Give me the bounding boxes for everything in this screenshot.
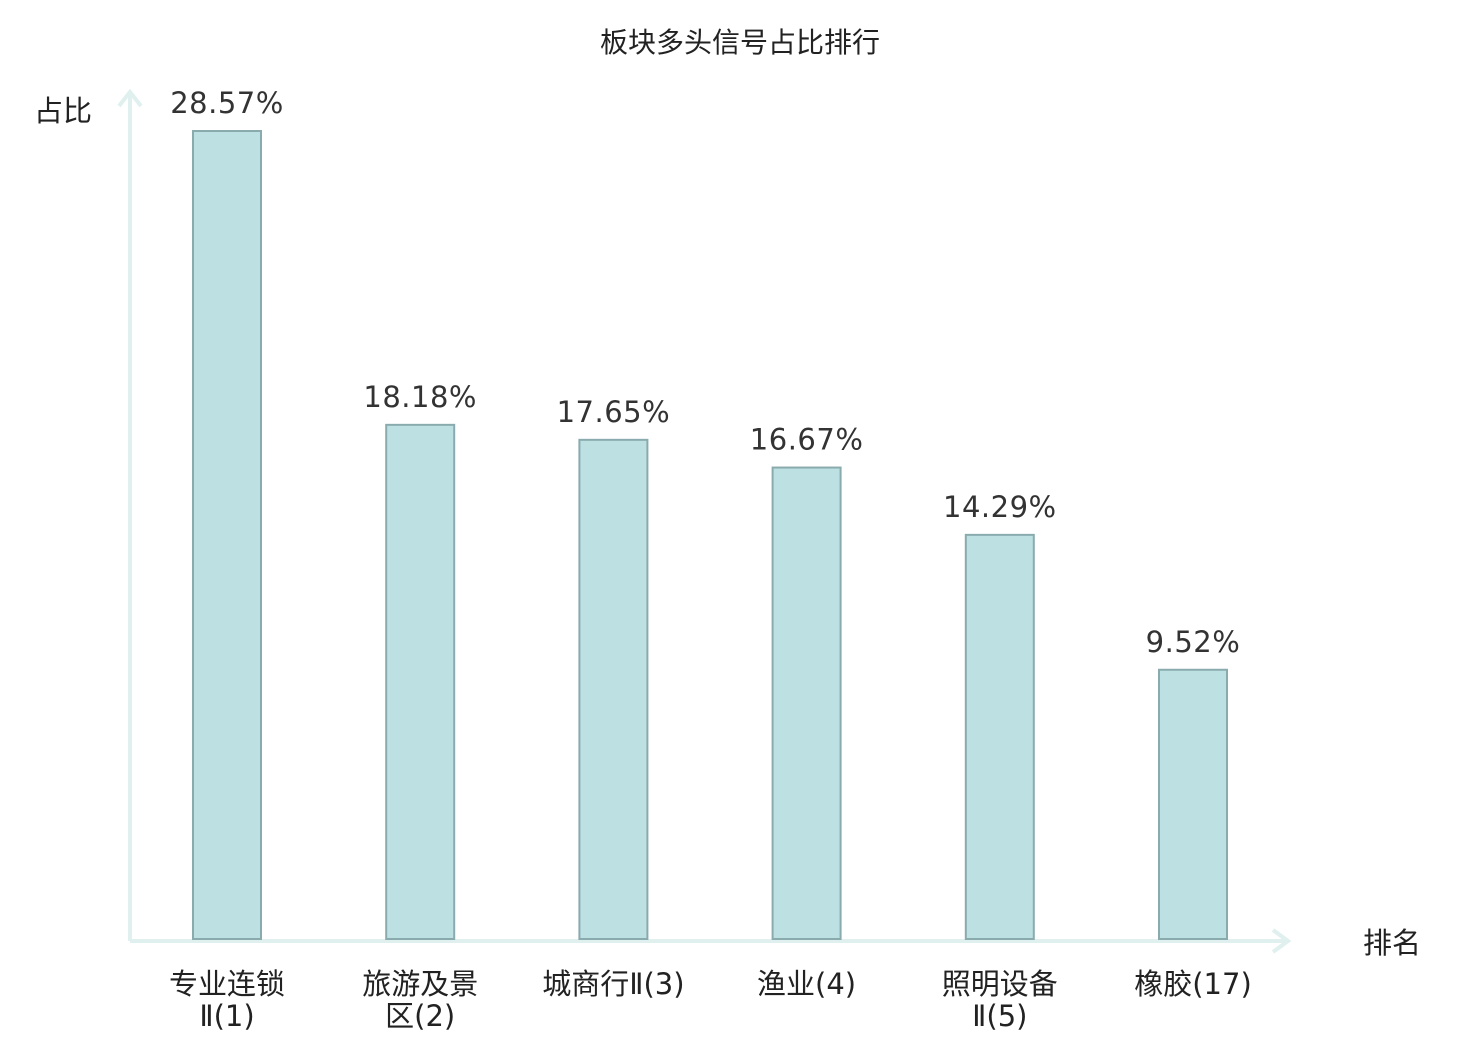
- value-label-3: 17.65%: [557, 395, 671, 429]
- category-label-6-line-1: 橡胶(17): [1134, 967, 1252, 1001]
- category-label-1: 专业连锁 Ⅱ(1): [169, 967, 285, 1033]
- x-axis-label: 排名: [1363, 926, 1421, 960]
- category-label-2-line-2: 区(2): [385, 999, 455, 1033]
- category-label-2: 旅游及景区(2): [362, 967, 478, 1033]
- category-label-5-line-2: Ⅱ(5): [972, 999, 1027, 1033]
- axes: [117, 88, 1292, 954]
- category-label-1-line-1: 专业连锁: [169, 967, 285, 1001]
- category-label-6: 橡胶(17): [1134, 967, 1252, 1001]
- bar-2: [385, 423, 456, 941]
- value-labels-group: 28.57% 18.18% 17.65% 16.67% 14.29% 9.52%: [170, 86, 1240, 659]
- value-label-6: 9.52%: [1146, 625, 1241, 659]
- category-label-4-line-1: 渔业(4): [757, 967, 856, 1001]
- category-label-1-line-2: Ⅱ(1): [199, 999, 254, 1033]
- bar-1: [192, 130, 262, 940]
- y-axis-label: 占比: [34, 94, 92, 128]
- category-label-3: 城商行Ⅱ(3): [542, 967, 684, 1001]
- value-label-2: 18.18%: [363, 380, 477, 414]
- bars-group: [192, 130, 1228, 941]
- bar-3: [578, 438, 649, 940]
- category-label-5-line-1: 照明设备: [942, 967, 1058, 1001]
- chart-title: 板块多头信号占比排行: [600, 26, 880, 59]
- category-labels-group: 专业连锁 Ⅱ(1) 旅游及景区(2) 城商行Ⅱ(3) 渔业(4) 照明设备 Ⅱ(5) 橡胶(1…: [169, 967, 1252, 1033]
- bar-4: [771, 466, 842, 940]
- x-axis-arrow: [1271, 928, 1292, 954]
- value-label-1: 28.57%: [170, 86, 284, 120]
- value-label-4: 16.67%: [750, 423, 864, 457]
- bar-6: [1158, 668, 1228, 940]
- category-label-5: 照明设备 Ⅱ(5): [942, 967, 1058, 1033]
- category-label-3-line-1: 城商行Ⅱ(3): [542, 967, 684, 1001]
- y-axis-arrow: [117, 88, 143, 108]
- value-label-5: 14.29%: [943, 490, 1057, 524]
- bar-5: [964, 533, 1035, 940]
- category-label-4: 渔业(4): [757, 967, 856, 1001]
- category-label-2-line-1: 旅游及景: [362, 967, 478, 1001]
